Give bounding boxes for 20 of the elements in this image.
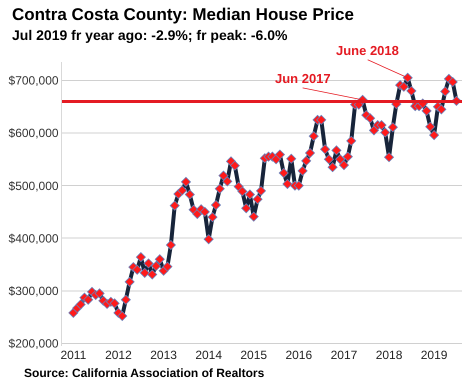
y-tick-label: $400,000 bbox=[8, 231, 59, 246]
x-tick-label: 2012 bbox=[105, 348, 132, 362]
annotation: Jun 2017 bbox=[275, 71, 331, 86]
x-tick-label: 2016 bbox=[285, 348, 312, 362]
x-tick-label: 2018 bbox=[376, 348, 403, 362]
y-tick-label: $500,000 bbox=[8, 178, 59, 193]
y-tick-label: $600,000 bbox=[8, 126, 59, 140]
x-tick-label: 2019 bbox=[420, 348, 448, 362]
annotation: June 2018 bbox=[336, 43, 399, 58]
x-tick-label: 2011 bbox=[60, 348, 87, 362]
y-tick-label: $700,000 bbox=[8, 74, 59, 88]
chart-subtitle: Jul 2019 fr year ago: -2.9%; fr peak: -6.0% bbox=[12, 27, 288, 43]
x-tick-label: 2017 bbox=[330, 348, 358, 362]
y-tick-label: $300,000 bbox=[8, 284, 59, 298]
x-tick-label: 2014 bbox=[195, 348, 222, 362]
chart-title: Contra Costa County: Median House Price bbox=[12, 5, 354, 24]
y-tick-label: $200,000 bbox=[8, 336, 59, 351]
x-tick-label: 2015 bbox=[240, 348, 268, 362]
x-tick-label: 2013 bbox=[150, 348, 178, 362]
source-note: Source: California Association of Realtors bbox=[24, 366, 265, 380]
